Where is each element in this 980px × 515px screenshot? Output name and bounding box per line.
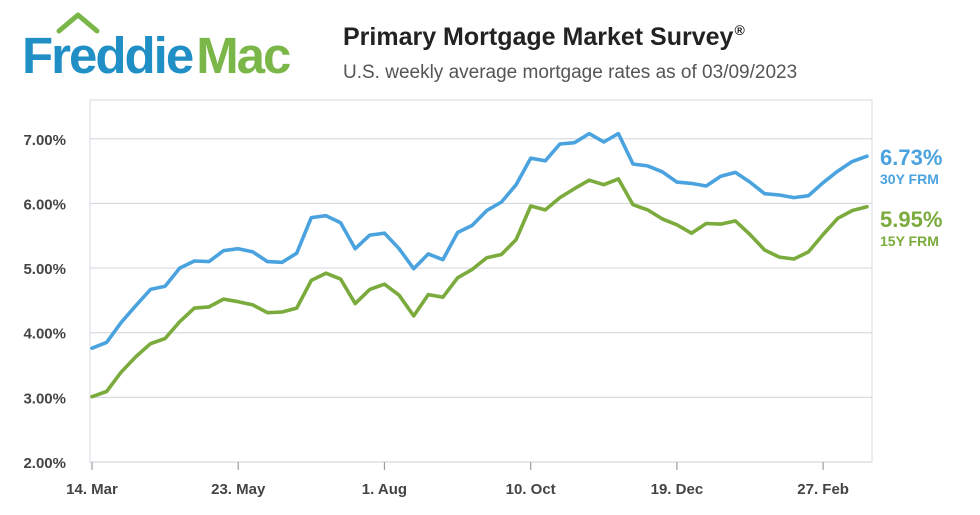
end-value: 5.95% xyxy=(880,207,943,232)
x-tick-label: 14. Mar xyxy=(66,481,118,498)
registered-mark: ® xyxy=(734,22,745,38)
x-tick-label: 27. Feb xyxy=(797,481,849,498)
plot-area xyxy=(89,99,873,463)
logo-word-freddie: Freddie xyxy=(22,27,194,84)
end-label-15y: 5.95% 15Y FRM xyxy=(880,207,942,249)
chart-title-text: Primary Mortgage Market Survey xyxy=(343,23,734,51)
y-tick-label: 5.00% xyxy=(23,261,66,278)
house-roof-icon xyxy=(56,12,100,34)
end-series-name: 15Y FRM xyxy=(880,233,939,249)
end-series-name: 30Y FRM xyxy=(880,171,939,187)
series-line-15y xyxy=(90,177,869,399)
chart-title: Primary Mortgage Market Survey® xyxy=(343,22,745,52)
end-label-30y: 6.73% 30Y FRM xyxy=(880,145,942,187)
y-tick-label: 7.00% xyxy=(23,132,66,149)
x-tick-label: 10. Oct xyxy=(506,481,556,498)
x-tick-label: 19. Dec xyxy=(651,481,704,498)
series-line-30y xyxy=(90,131,869,351)
x-tick-label: 23. May xyxy=(211,481,266,498)
logo-wordmark: FreddieMac xyxy=(22,27,291,84)
y-tick-label: 4.00% xyxy=(23,326,66,343)
y-tick-label: 3.00% xyxy=(23,390,66,407)
chart-subtitle: U.S. weekly average mortgage rates as of… xyxy=(343,62,798,83)
freddie-mac-logo: FreddieMac xyxy=(0,0,320,95)
y-tick-label: 2.00% xyxy=(23,455,66,472)
y-tick-label: 6.00% xyxy=(23,196,66,213)
end-value: 6.73% xyxy=(880,145,943,170)
x-tick-label: 1. Aug xyxy=(362,481,407,498)
logo-word-mac: Mac xyxy=(196,27,291,84)
